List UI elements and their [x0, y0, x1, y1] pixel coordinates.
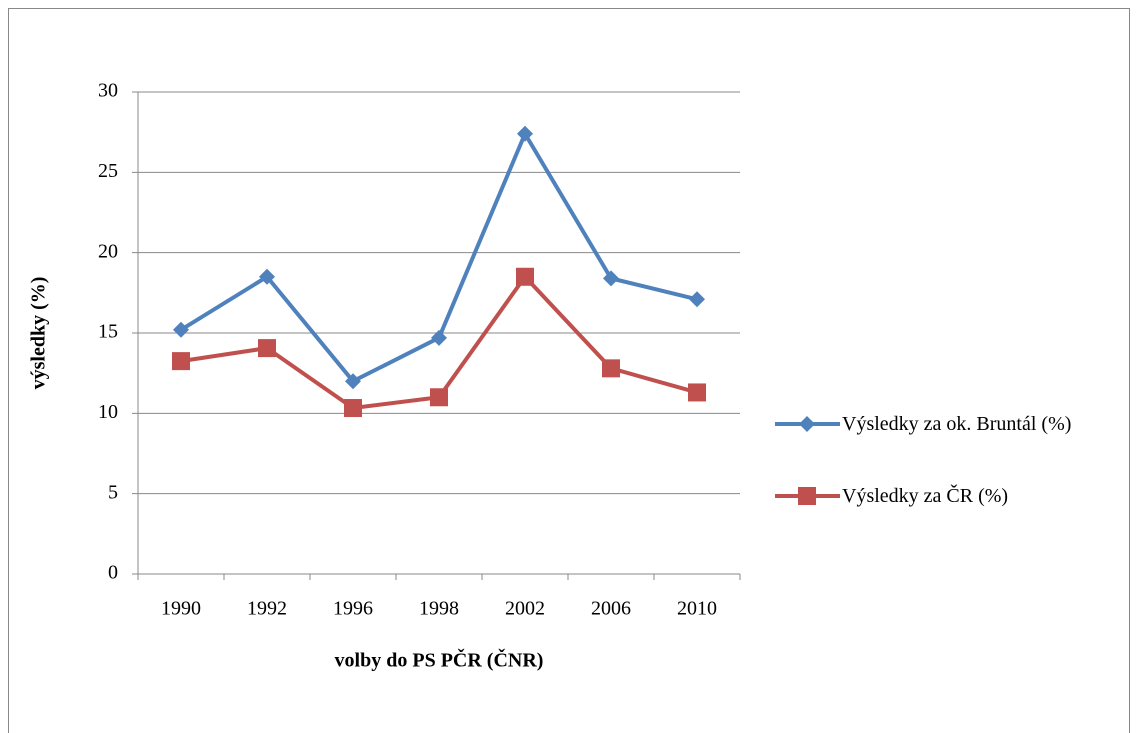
marker — [431, 329, 447, 346]
y-tick-label: 10 — [98, 401, 118, 423]
marker — [602, 359, 620, 378]
marker — [689, 291, 705, 308]
legend-label: Výsledky za ČR (%) — [842, 484, 1009, 507]
x-axis-title: volby do PS PČR (ČNR) — [335, 648, 544, 672]
y-tick-label: 5 — [108, 481, 118, 503]
marker — [517, 125, 533, 142]
marker — [430, 388, 448, 407]
y-tick-label: 20 — [98, 240, 118, 262]
marker — [172, 352, 190, 371]
marker — [688, 383, 706, 402]
marker — [173, 321, 189, 338]
x-tick-label: 2006 — [591, 598, 631, 620]
y-tick-label: 30 — [98, 80, 118, 102]
x-tick-label: 2002 — [505, 598, 545, 620]
x-tick-label: 2010 — [677, 598, 717, 620]
legend-marker — [798, 487, 816, 505]
legend-marker — [799, 416, 815, 432]
marker — [259, 268, 275, 285]
marker — [345, 373, 361, 390]
legend-label: Výsledky za ok. Bruntál (%) — [842, 412, 1072, 435]
y-axis-title: výsledky (%) — [28, 277, 50, 390]
y-tick-label: 25 — [98, 160, 118, 182]
marker — [258, 339, 276, 358]
x-tick-label: 1990 — [161, 598, 201, 620]
y-tick-label: 15 — [98, 321, 118, 343]
x-tick-label: 1992 — [247, 598, 287, 620]
chart-border — [8, 8, 1130, 733]
marker — [516, 267, 534, 286]
marker — [344, 399, 362, 418]
x-tick-label: 1998 — [419, 598, 459, 620]
y-tick-label: 0 — [108, 562, 118, 584]
x-tick-label: 1996 — [333, 598, 373, 620]
marker — [603, 270, 619, 287]
